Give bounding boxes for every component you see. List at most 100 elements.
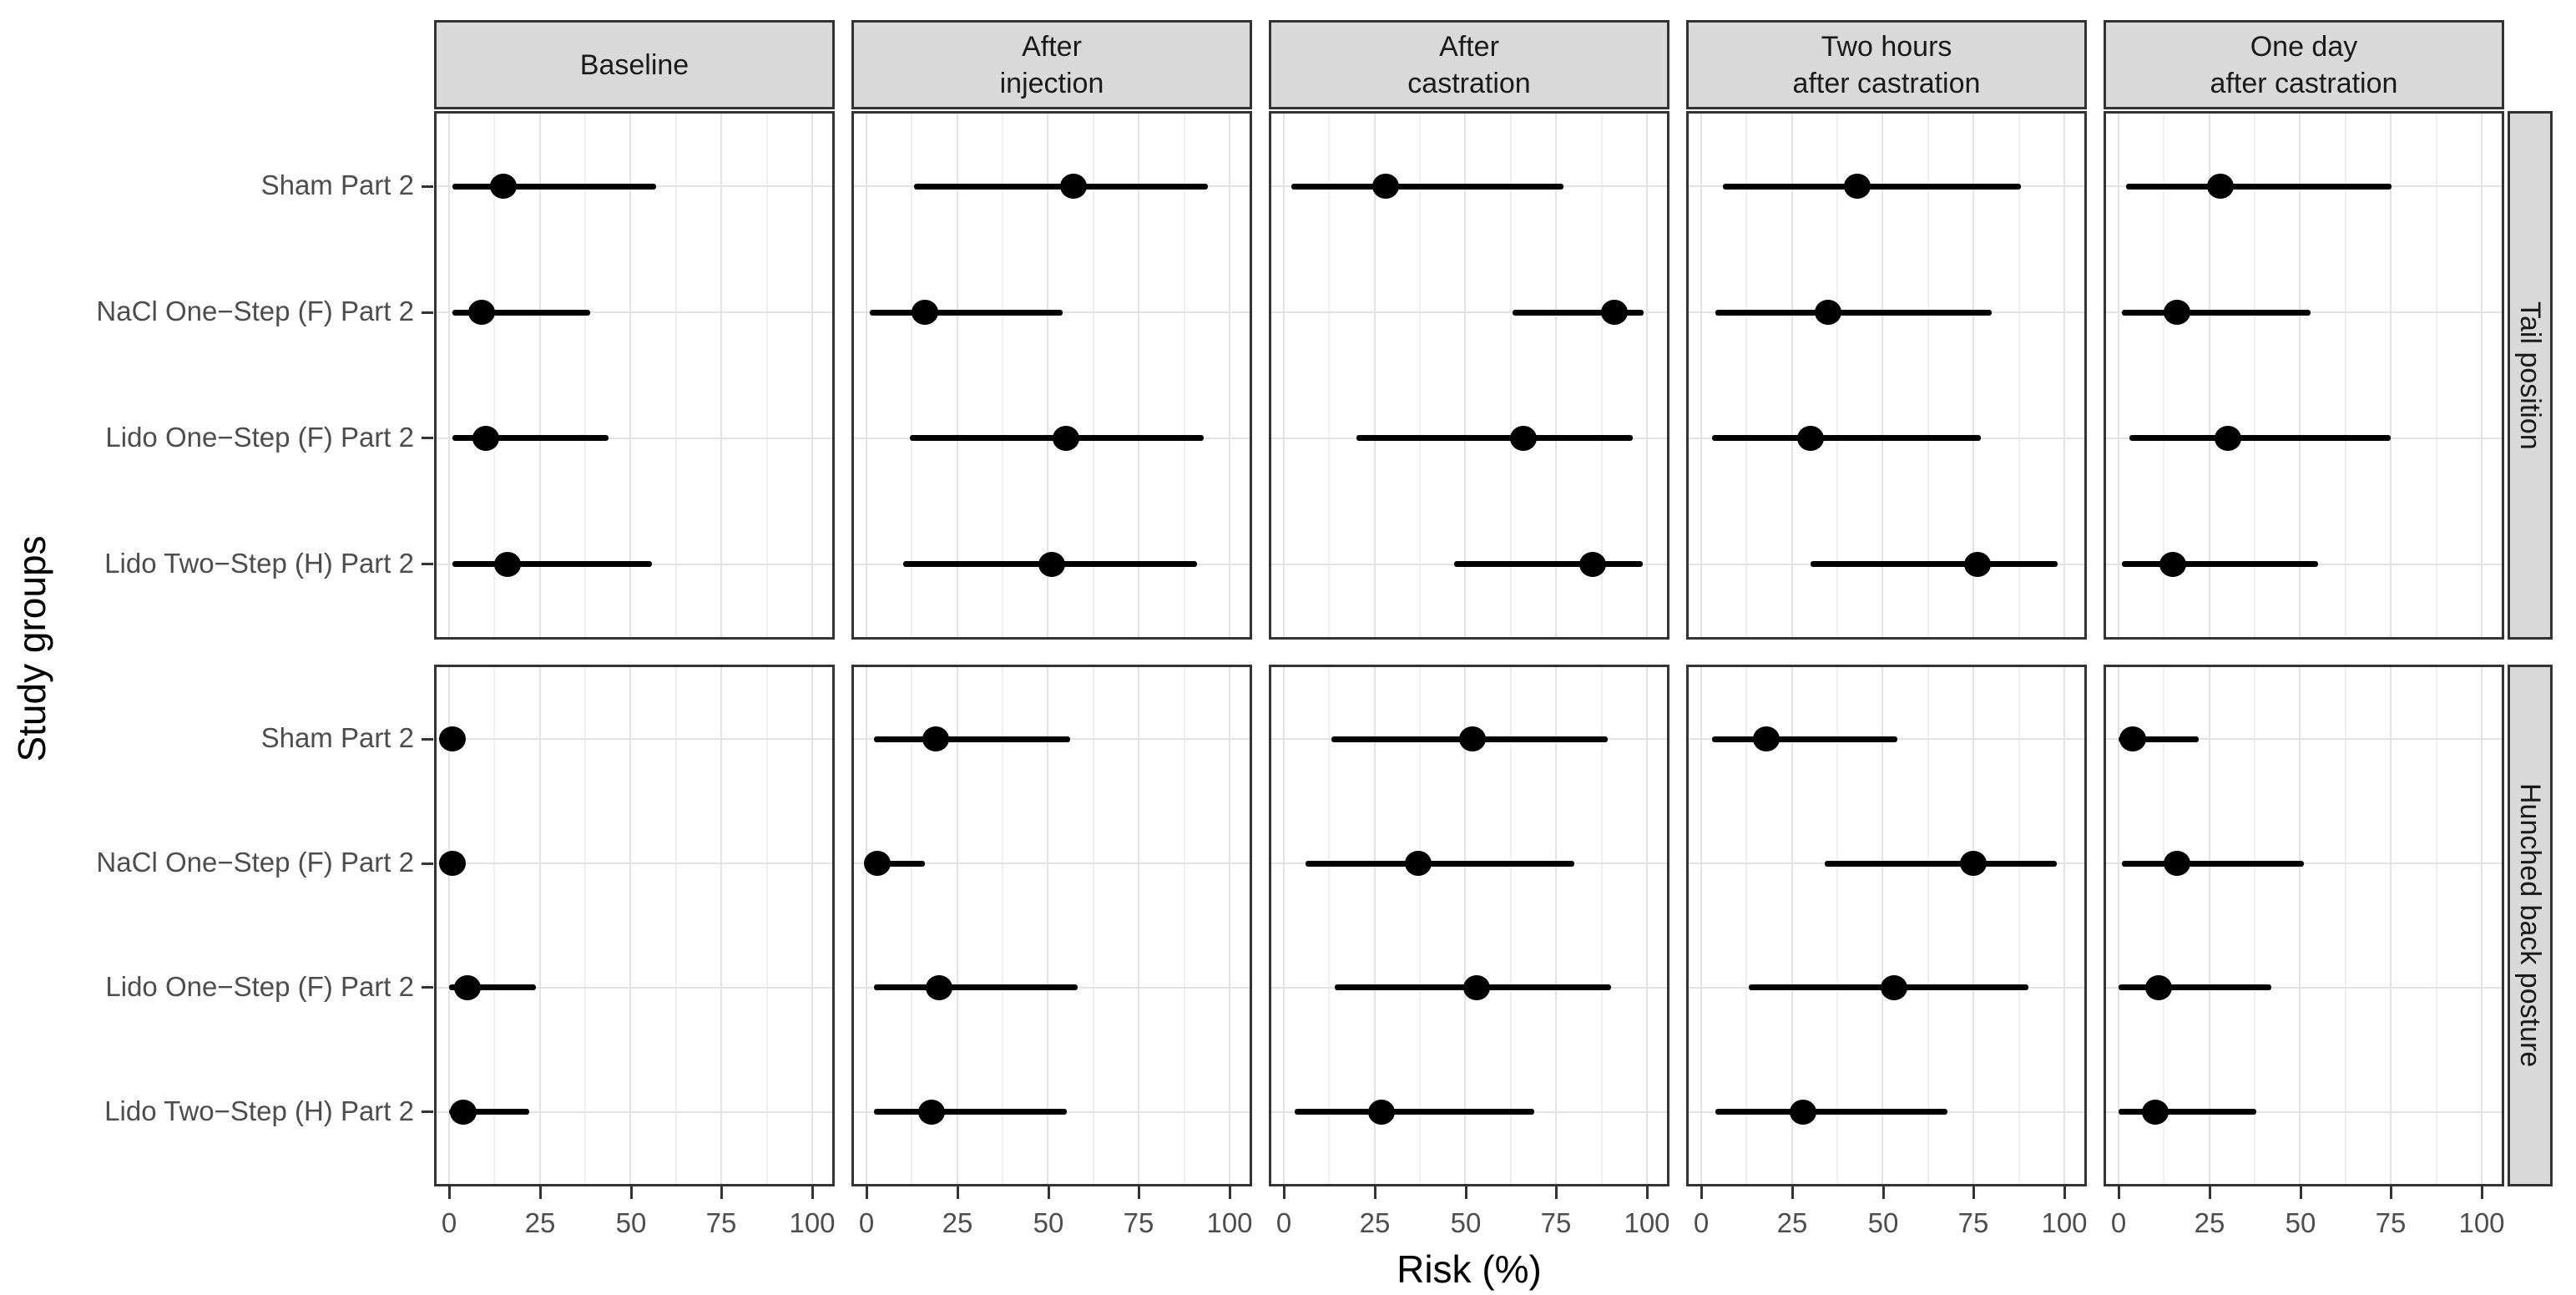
gridline-vertical: [1646, 667, 1648, 1184]
gridline-horizontal: [437, 738, 832, 740]
gridline-vertical: [2018, 114, 2020, 637]
x-tick-label: 0: [2110, 1207, 2127, 1238]
gridline-vertical: [720, 667, 722, 1184]
gridline-vertical: [1002, 114, 1003, 637]
facet-column-strip: One day after castration: [2104, 20, 2504, 109]
point-estimate: [1463, 975, 1490, 1000]
confidence-interval-line: [2119, 1109, 2256, 1115]
confidence-interval-line: [1291, 184, 1563, 190]
y-tick-label: Sham Part 2: [260, 722, 414, 753]
gridline-vertical: [1510, 667, 1512, 1184]
y-tick-label: Lido One−Step (F) Part 2: [105, 971, 414, 1002]
gridline-horizontal: [437, 862, 832, 864]
gridline-vertical: [1002, 667, 1003, 1184]
x-axis-tick: [2063, 1186, 2066, 1199]
facet-column-strip: Two hours after castration: [1686, 20, 2087, 109]
gridline-vertical: [2299, 667, 2301, 1184]
gridline-vertical: [1093, 114, 1094, 637]
gridline-vertical: [1328, 114, 1330, 637]
gridline-vertical: [1464, 114, 1466, 637]
gridline-horizontal: [437, 987, 832, 989]
panel: [2104, 111, 2504, 640]
gridline-vertical: [584, 114, 586, 637]
confidence-interval-line: [2122, 310, 2311, 316]
panel: [1269, 111, 1669, 640]
panel: [1269, 665, 1669, 1186]
gridline-vertical: [493, 114, 495, 637]
x-tick-label: 50: [1450, 1207, 1482, 1238]
gridline-vertical: [2163, 114, 2164, 637]
x-tick-label: 75: [705, 1207, 737, 1238]
panel: [1686, 665, 2087, 1186]
gridline-vertical: [1093, 667, 1094, 1184]
y-axis-tick: [422, 437, 433, 439]
point-estimate: [2207, 174, 2234, 199]
gridline-horizontal: [2106, 862, 2502, 864]
point-estimate: [864, 851, 891, 876]
x-tick-label: 25: [524, 1207, 556, 1238]
x-tick-label: 100: [2458, 1207, 2505, 1238]
gridline-vertical: [1555, 114, 1557, 637]
x-tick-label: 75: [1540, 1207, 1572, 1238]
confidence-interval-line: [866, 861, 925, 867]
point-estimate: [1372, 174, 1399, 199]
x-tick-label: 25: [2194, 1207, 2225, 1238]
x-axis-tick: [2118, 1186, 2120, 1199]
y-tick-label: Sham Part 2: [260, 169, 414, 200]
facet-column-strip: After injection: [851, 20, 1252, 109]
gridline-vertical: [1283, 667, 1285, 1184]
confidence-interval-line: [1513, 310, 1644, 316]
gridline-vertical: [448, 114, 450, 637]
x-tick-label: 50: [1033, 1207, 1064, 1238]
confidence-interval-line: [452, 310, 590, 316]
gridline-vertical: [448, 667, 450, 1184]
facet-row-strip: Tail position: [2508, 111, 2553, 640]
x-tick-label: 0: [1275, 1207, 1292, 1238]
confidence-interval-line: [1825, 861, 2057, 867]
gridline-vertical: [1229, 114, 1230, 637]
gridline-vertical: [2390, 667, 2392, 1184]
gridline-vertical: [1510, 114, 1512, 637]
gridline-horizontal: [437, 1111, 832, 1113]
point-estimate: [439, 726, 466, 751]
point-estimate: [490, 174, 517, 199]
point-estimate: [1368, 1100, 1395, 1125]
confidence-interval-line: [2129, 435, 2391, 441]
gridline-vertical: [1328, 667, 1330, 1184]
x-tick-label: 25: [1776, 1207, 1808, 1238]
gridline-vertical: [539, 114, 541, 637]
gridline-vertical: [1745, 667, 1747, 1184]
confidence-interval-line: [1295, 1109, 1534, 1115]
gridline-vertical: [1229, 667, 1230, 1184]
gridline-vertical: [911, 667, 912, 1184]
confidence-interval-line: [1811, 561, 2058, 567]
point-estimate: [494, 552, 521, 577]
confidence-interval-line: [2126, 184, 2392, 190]
point-estimate: [450, 1100, 477, 1125]
gridline-vertical: [1184, 114, 1185, 637]
gridline-vertical: [1927, 667, 1929, 1184]
confidence-interval-line: [449, 984, 536, 990]
gridline-vertical: [766, 114, 768, 637]
y-axis-tick: [422, 311, 433, 314]
x-tick-label: 100: [789, 1207, 836, 1238]
x-axis-tick: [1700, 1186, 1703, 1199]
x-tick-label: 25: [1359, 1207, 1391, 1238]
x-tick-label: 75: [1123, 1207, 1154, 1238]
gridline-vertical: [1374, 114, 1376, 637]
point-estimate: [1579, 552, 1606, 577]
gridline-vertical: [866, 114, 867, 637]
gridline-vertical: [2209, 667, 2210, 1184]
x-tick-label: 0: [441, 1207, 457, 1238]
gridline-vertical: [2345, 114, 2346, 637]
facet-column-strip: Baseline: [434, 20, 835, 109]
y-tick-label: NaCl One−Step (F) Part 2: [96, 847, 414, 878]
point-estimate: [1815, 300, 1841, 325]
gridline-vertical: [675, 114, 677, 637]
gridline-vertical: [2018, 667, 2020, 1184]
x-tick-label: 50: [1867, 1207, 1899, 1238]
gridline-vertical: [2254, 114, 2255, 637]
panel: [434, 111, 835, 640]
confidence-interval-line: [452, 561, 652, 567]
x-tick-label: 75: [1957, 1207, 1989, 1238]
